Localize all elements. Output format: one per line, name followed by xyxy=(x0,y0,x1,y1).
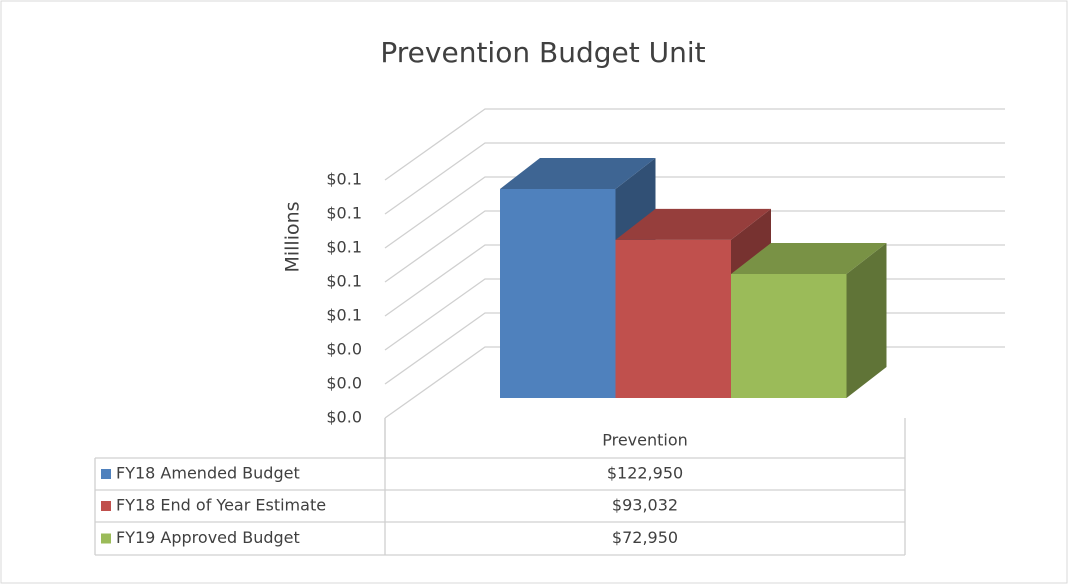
legend-label: FY19 Approved Budget xyxy=(116,528,300,547)
y-tick-label: $0.1 xyxy=(326,238,362,257)
y-tick-label: $0.1 xyxy=(326,204,362,223)
y-tick-label: $0.1 xyxy=(326,306,362,325)
y-axis-label: Millions xyxy=(282,201,304,272)
x-tick-label: Prevention xyxy=(602,431,688,450)
grid-line xyxy=(384,210,1005,283)
bar xyxy=(615,239,731,398)
y-tick-label: $0.0 xyxy=(326,408,362,427)
grid-line xyxy=(384,176,1005,249)
legend-swatch xyxy=(101,533,111,544)
bar-top xyxy=(731,242,887,274)
grid-line xyxy=(384,142,1005,215)
legend-swatch xyxy=(101,469,111,479)
bar xyxy=(500,188,616,398)
legend-label: FY18 Amended Budget xyxy=(116,464,300,483)
y-tick-label: $0.0 xyxy=(326,340,362,359)
table-value: $93,032 xyxy=(612,496,678,515)
table-value: $122,950 xyxy=(607,464,683,483)
table-value: $72,950 xyxy=(612,528,678,547)
legend-label: FY18 End of Year Estimate xyxy=(116,496,326,515)
y-tick-label: $0.1 xyxy=(326,170,362,189)
chart-title: Prevention Budget Unit xyxy=(380,36,705,69)
y-tick-label: $0.1 xyxy=(326,272,362,291)
bar-side xyxy=(846,242,887,398)
y-tick-label: $0.0 xyxy=(326,374,362,393)
bar-top xyxy=(615,208,771,240)
grid-line xyxy=(384,108,1005,181)
bar xyxy=(731,273,847,398)
bar-top xyxy=(500,157,656,189)
legend-swatch xyxy=(101,501,111,511)
